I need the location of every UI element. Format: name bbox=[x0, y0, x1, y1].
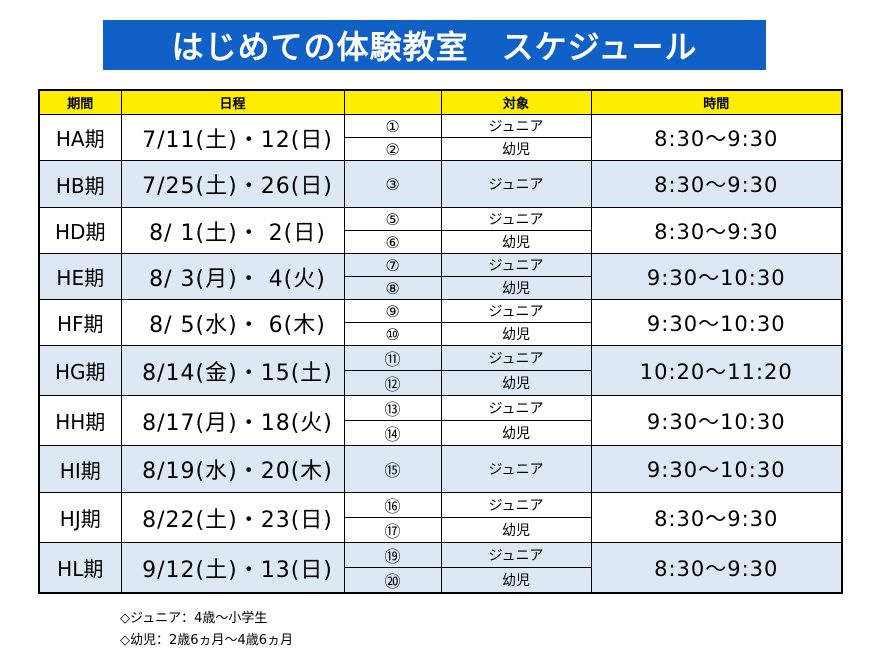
target-cell: ジュニア bbox=[440, 395, 592, 421]
table-row: ⑧ 幼児 bbox=[39, 276, 842, 300]
target-cell: 幼児 bbox=[440, 230, 592, 254]
period-cell: HI期 bbox=[38, 445, 122, 493]
notes: ◇ジュニア：4歳〜小学生 ◇幼児：2歳6ヵ月〜4歳6ヵ月 bbox=[120, 608, 293, 652]
table-row: HA期 7/11(土)・12(日) ① ジュニア 8:30〜9:30 bbox=[38, 114, 843, 161]
table-row: ⑳ 幼児 bbox=[39, 567, 842, 594]
header-target: 対象 bbox=[440, 89, 592, 115]
header-blank bbox=[343, 89, 442, 115]
dates-cell: 8/17(月)・18(火) bbox=[120, 395, 345, 446]
target-cell: ジュニア bbox=[440, 492, 592, 518]
period-cell: HD期 bbox=[38, 207, 122, 254]
target-cell: ジュニア bbox=[440, 207, 592, 231]
target-cell: 幼児 bbox=[440, 517, 592, 543]
table-row: ⑫ 幼児 bbox=[39, 370, 842, 396]
note-infant: ◇幼児：2歳6ヵ月〜4歳6ヵ月 bbox=[120, 633, 294, 648]
session-number: ⑨ bbox=[343, 299, 442, 323]
target-cell: 幼児 bbox=[440, 370, 592, 396]
dates-cell: 8/ 5(水)・ 6(木) bbox=[120, 299, 345, 346]
dates-cell: 8/ 1(土)・ 2(日) bbox=[120, 207, 345, 254]
time-cell: 8:30〜9:30 bbox=[590, 542, 843, 594]
session-number: ⑧ bbox=[343, 276, 442, 300]
table-row: ② 幼児 bbox=[39, 137, 842, 161]
dates-cell: 8/19(水)・20(木) bbox=[120, 445, 345, 493]
table-row: HF期 8/ 5(水)・ 6(木) ⑨ ジュニア 9:30〜10:30 bbox=[38, 299, 843, 346]
period-cell: HL期 bbox=[38, 542, 122, 594]
title-banner: はじめての体験教室 スケジュール bbox=[103, 20, 766, 70]
period-cell: HE期 bbox=[38, 253, 122, 300]
header-period: 期間 bbox=[38, 89, 122, 115]
session-number: ⑩ bbox=[343, 322, 442, 346]
target-cell: ジュニア bbox=[440, 542, 592, 568]
target-cell: ジュニア bbox=[440, 345, 592, 371]
table-row: HE期 8/ 3(月)・ 4(火) ⑦ ジュニア 9:30〜10:30 bbox=[38, 253, 843, 300]
session-number: ⑬ bbox=[343, 395, 442, 421]
period-cell: HF期 bbox=[38, 299, 122, 346]
session-number: ⑥ bbox=[343, 230, 442, 254]
target-cell: ジュニア bbox=[440, 253, 592, 277]
session-number: ⑲ bbox=[343, 542, 442, 568]
time-cell: 9:30〜10:30 bbox=[590, 395, 843, 446]
dates-cell: 9/12(土)・13(日) bbox=[120, 542, 345, 594]
target-cell: 幼児 bbox=[440, 322, 592, 346]
target-cell: 幼児 bbox=[440, 420, 592, 446]
table-row: HG期 8/14(金)・15(土) ⑪ ジュニア 10:20〜11:20 bbox=[38, 345, 843, 396]
period-cell: HB期 bbox=[38, 160, 122, 208]
header-dates: 日程 bbox=[120, 89, 345, 115]
header-row: 期間 日程 対象 時間 bbox=[38, 89, 843, 115]
session-number: ⑦ bbox=[343, 253, 442, 277]
dates-cell: 7/25(土)・26(日) bbox=[120, 160, 345, 208]
schedule-body: HA期 7/11(土)・12(日) ① ジュニア 8:30〜9:30 ② 幼児 HB期 7/25… bbox=[38, 114, 843, 594]
period-cell: HG期 bbox=[38, 345, 122, 396]
session-number: ⑳ bbox=[343, 567, 442, 594]
table-row: HD期 8/ 1(土)・ 2(日) ⑤ ジュニア 8:30〜9:30 bbox=[38, 207, 843, 254]
time-cell: 9:30〜10:30 bbox=[590, 445, 843, 493]
period-cell: HJ期 bbox=[38, 492, 122, 543]
session-number: ⑫ bbox=[343, 370, 442, 396]
target-cell: ジュニア bbox=[440, 160, 592, 208]
time-cell: 8:30〜9:30 bbox=[590, 160, 843, 208]
dates-cell: 8/ 3(月)・ 4(火) bbox=[120, 253, 345, 300]
table-row: ⑥ 幼児 bbox=[39, 230, 842, 254]
target-cell: 幼児 bbox=[440, 137, 592, 161]
time-cell: 9:30〜10:30 bbox=[590, 253, 843, 300]
period-cell: HH期 bbox=[38, 395, 122, 446]
session-number: ⑯ bbox=[343, 492, 442, 518]
target-cell: ジュニア bbox=[440, 299, 592, 323]
target-cell: ジュニア bbox=[440, 445, 592, 493]
session-number: ⑤ bbox=[343, 207, 442, 231]
time-cell: 10:20〜11:20 bbox=[590, 345, 843, 396]
session-number: ⑭ bbox=[343, 420, 442, 446]
table-row: HB期 7/25(土)・26(日) ③ ジュニア 8:30〜9:30 bbox=[38, 160, 843, 208]
session-number: ⑪ bbox=[343, 345, 442, 371]
session-number: ② bbox=[343, 137, 442, 161]
dates-cell: 8/14(金)・15(土) bbox=[120, 345, 345, 396]
table-row: HI期 8/19(水)・20(木) ⑮ ジュニア 9:30〜10:30 bbox=[38, 445, 843, 493]
dates-cell: 7/11(土)・12(日) bbox=[120, 114, 345, 161]
time-cell: 8:30〜9:30 bbox=[590, 492, 843, 543]
table-row: ⑰ 幼児 bbox=[39, 517, 842, 543]
header-time: 時間 bbox=[590, 89, 843, 115]
session-number: ③ bbox=[343, 160, 442, 208]
session-number: ⑮ bbox=[343, 445, 442, 493]
period-cell: HA期 bbox=[38, 114, 122, 161]
time-cell: 8:30〜9:30 bbox=[590, 114, 843, 161]
session-number: ⑰ bbox=[343, 517, 442, 543]
target-cell: ジュニア bbox=[440, 114, 592, 138]
table-row: HL期 9/12(土)・13(日) ⑲ ジュニア 8:30〜9:30 bbox=[38, 542, 843, 594]
dates-cell: 8/22(土)・23(日) bbox=[120, 492, 345, 543]
time-cell: 8:30〜9:30 bbox=[590, 207, 843, 254]
table-row: HJ期 8/22(土)・23(日) ⑯ ジュニア 8:30〜9:30 bbox=[38, 492, 843, 543]
schedule-table: 期間 日程 対象 時間 HA期 7/11(土)・12(日) ① ジュニア 8:30〜9:… bbox=[38, 89, 843, 594]
target-cell: 幼児 bbox=[440, 276, 592, 300]
note-junior: ◇ジュニア：4歳〜小学生 bbox=[120, 611, 268, 626]
session-number: ① bbox=[343, 114, 442, 138]
table-row: ⑩ 幼児 bbox=[39, 322, 842, 346]
page-title: はじめての体験教室 スケジュール bbox=[171, 28, 698, 66]
table-row: HH期 8/17(月)・18(火) ⑬ ジュニア 9:30〜10:30 bbox=[38, 395, 843, 446]
target-cell: 幼児 bbox=[440, 567, 592, 594]
time-cell: 9:30〜10:30 bbox=[590, 299, 843, 346]
